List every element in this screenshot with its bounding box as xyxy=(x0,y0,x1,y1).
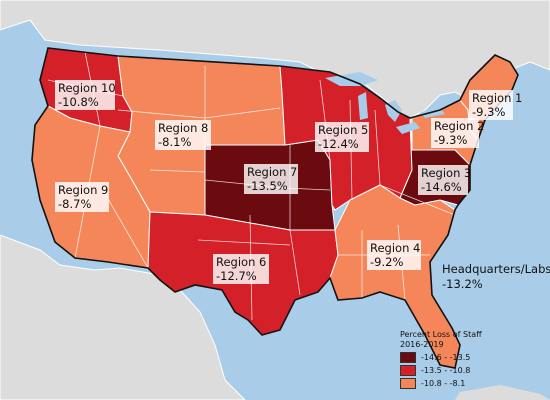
island-landmass xyxy=(455,385,550,400)
label-background xyxy=(55,182,109,212)
legend-label: -13.5 - -10.8 xyxy=(421,365,471,375)
label-region-7: Region 7 -13.5% xyxy=(244,164,298,194)
legend-subtitle: 2016-2019 xyxy=(400,340,444,349)
legend-title: Percent Loss of Staff xyxy=(400,330,482,339)
region-value: -9.3% xyxy=(472,105,505,119)
national-outline xyxy=(31,47,519,369)
region-value: -9.2% xyxy=(370,255,403,269)
region-value: -8.7% xyxy=(58,197,91,211)
legend-swatch-mid xyxy=(400,364,416,376)
region-name: Region 2 xyxy=(434,119,484,133)
label-region-5: Region 5 -12.4% xyxy=(315,122,369,152)
headquarters-value: -13.2% xyxy=(442,277,483,291)
region-value: -8.1% xyxy=(158,135,191,149)
region-name: Region 3 xyxy=(421,166,471,180)
legend-swatch-low xyxy=(400,377,416,389)
label-background xyxy=(244,164,298,194)
legend-swatch-high xyxy=(400,351,416,363)
label-region-4: Region 4 -9.2% xyxy=(367,240,421,270)
legend-item: -10.8 - -8.1 xyxy=(400,377,540,389)
label-background xyxy=(55,80,115,110)
region-name: Region 5 xyxy=(318,123,368,137)
region-name: Region 1 xyxy=(472,91,522,105)
region-name: Region 6 xyxy=(216,255,266,269)
legend-item: -13.5 - -10.8 xyxy=(400,364,540,376)
region-value: -12.7% xyxy=(216,269,257,283)
region-value: -10.8% xyxy=(58,95,99,109)
label-region-2: Region 2 -9.3% xyxy=(431,118,484,148)
map-legend: Percent Loss of Staff 2016-2019 -14.6 - … xyxy=(400,330,540,389)
region-value: -9.3% xyxy=(434,133,467,147)
region-value: -12.4% xyxy=(318,137,359,151)
label-region-8: Region 8 -8.1% xyxy=(155,120,211,150)
region-name: Region 4 xyxy=(370,241,420,255)
legend-label: -10.8 - -8.1 xyxy=(421,378,466,388)
label-background xyxy=(213,254,269,284)
label-background xyxy=(155,120,211,150)
region-name: Region 8 xyxy=(158,121,208,135)
legend-label: -14.6 - -13.5 xyxy=(421,352,471,362)
label-background xyxy=(418,165,468,195)
headquarters-label: Headquarters/Labs -13.2% xyxy=(442,262,550,292)
label-background xyxy=(315,122,369,152)
label-region-3: Region 3 -14.6% xyxy=(418,165,471,195)
headquarters-name: Headquarters/Labs xyxy=(442,262,550,276)
region-name: Region 10 xyxy=(58,81,116,95)
label-background xyxy=(367,240,421,270)
great-lakes xyxy=(325,72,445,134)
label-background xyxy=(469,90,513,120)
legend-item: -14.6 - -13.5 xyxy=(400,351,540,363)
region-value: -14.6% xyxy=(421,180,462,194)
label-region-9: Region 9 -8.7% xyxy=(55,182,109,212)
label-region-1: Region 1 -9.3% xyxy=(469,90,522,120)
region-name: Region 7 xyxy=(247,165,297,179)
label-region-6: Region 6 -12.7% xyxy=(213,254,269,284)
label-background xyxy=(431,118,479,148)
region-name: Region 9 xyxy=(58,183,108,197)
region-value: -13.5% xyxy=(247,179,288,193)
region-labels: Region 1 -9.3% Region 2 -9.3% Region 3 -… xyxy=(55,80,522,284)
label-region-10: Region 10 -10.8% xyxy=(55,80,116,110)
